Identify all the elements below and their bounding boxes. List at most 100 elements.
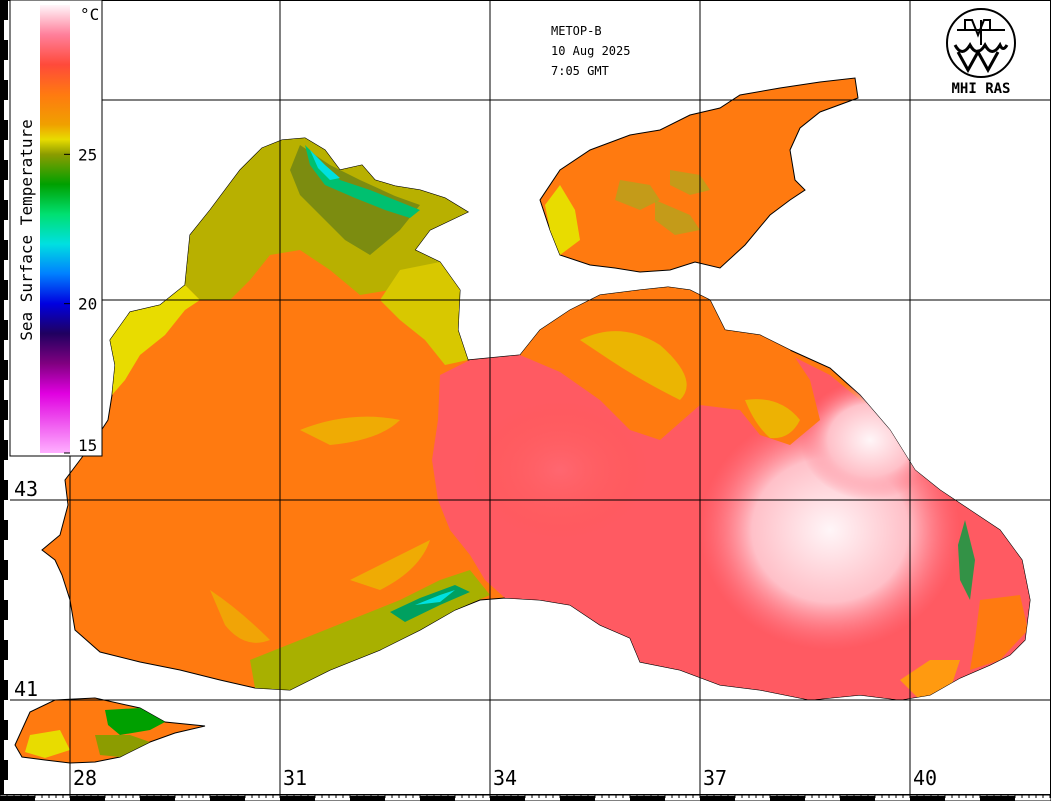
longitude-label-40: 40 (913, 766, 937, 790)
sst-marmara-mild (25, 730, 70, 758)
ruler-segment (0, 680, 8, 700)
longitude-label-28: 28 (73, 766, 97, 790)
sst-patterns (25, 138, 1030, 758)
ruler-segment (0, 740, 4, 760)
sst-azov-cool-spots (615, 180, 660, 210)
sst-marmara-olive (95, 735, 150, 757)
ruler-segment (70, 796, 105, 801)
ruler-segment (0, 580, 4, 600)
ruler-segment (0, 780, 4, 800)
mhi-ras-logo: MHI RAS (946, 8, 1016, 97)
sst-cold-south-coast (390, 585, 470, 622)
ruler-segment (770, 796, 805, 801)
ruler-segment (0, 700, 4, 720)
ruler-segment (0, 620, 4, 640)
acquisition-time: 7:05 GMT (551, 64, 609, 78)
ruler-segment (0, 180, 4, 200)
ruler-segment (980, 796, 1015, 801)
latitude-labels: 43 41 (14, 477, 38, 701)
ruler-segment (0, 340, 4, 360)
latitude-label-41: 41 (14, 677, 38, 701)
ruler-segment (0, 100, 4, 120)
sst-filament-3 (210, 590, 270, 643)
ruler-segment (0, 80, 8, 100)
sst-azov-mild-west (545, 185, 580, 255)
ruler-segment (140, 796, 175, 801)
acquisition-date: 10 Aug 2025 (551, 44, 630, 58)
colorbar-title: Sea Surface Temperature (17, 119, 36, 341)
longitude-scale-bar (0, 794, 1051, 802)
ruler-segment (0, 660, 4, 680)
ruler-segment (630, 796, 665, 801)
colorbar-tick-label: 25 (78, 145, 97, 164)
sst-azov-cool-spots-2 (655, 200, 700, 235)
longitude-label-37: 37 (703, 766, 727, 790)
sst-pink-blob (470, 400, 650, 540)
sst-cold-nw-coast (305, 145, 420, 218)
ruler-segment (0, 520, 8, 540)
ruler-segment (0, 460, 4, 480)
colorbar-ticks: 25 20 15 (64, 145, 97, 455)
logo-text: MHI RAS (951, 81, 1010, 97)
colorbar-gradient (40, 5, 70, 453)
ruler-segment (0, 20, 4, 40)
longitude-label-31: 31 (283, 766, 307, 790)
ruler-segment (210, 796, 245, 801)
ruler-segment (0, 640, 8, 660)
ruler-segment (350, 796, 385, 801)
sst-marmara-cold (105, 708, 165, 735)
ruler-segment (0, 420, 4, 440)
ruler-segment (0, 240, 8, 260)
satellite-name: METOP-B (551, 24, 602, 38)
sst-coldest-nw (310, 150, 340, 180)
sst-filament-2 (350, 540, 430, 590)
sst-mild-nw-west (110, 285, 200, 395)
ruler-segment (0, 260, 4, 280)
logo-wave-icon (953, 41, 1009, 53)
ruler-segment (0, 796, 35, 801)
ruler-segment (0, 40, 8, 60)
ruler-segment (0, 360, 8, 380)
ruler-segment (0, 320, 8, 340)
ruler-segment (560, 796, 595, 801)
sst-mild-crimea (380, 262, 468, 365)
ruler-segment (840, 796, 875, 801)
ruler-segment (0, 220, 4, 240)
sst-warm-east-coast (970, 595, 1028, 670)
colorbar-tick-label: 20 (78, 295, 97, 314)
ruler-segment (0, 200, 8, 220)
ruler-segment (0, 560, 8, 580)
sst-coldest-south-coast (415, 590, 455, 605)
logo-wave-icon-2 (956, 48, 1000, 74)
ruler-segment (0, 0, 8, 20)
ruler-segment (0, 120, 8, 140)
ruler-segment (420, 796, 455, 801)
ruler-segment (490, 796, 525, 801)
sst-cool-nw-shelf (185, 138, 468, 310)
ruler-segment (0, 540, 4, 560)
logo-emblem-icon (957, 19, 1005, 45)
longitude-labels: 28 31 34 37 40 (73, 766, 937, 790)
colorbar-unit: °C (80, 5, 99, 24)
ruler-segment (0, 600, 8, 620)
sst-cold-east-coast (958, 520, 975, 600)
sst-yellow-swirl-east-2 (745, 399, 800, 439)
latitude-label-43: 43 (14, 477, 38, 501)
sst-filament-1 (300, 416, 400, 445)
latitude-scale-bar (0, 0, 8, 800)
ruler-segment (700, 796, 735, 801)
ruler-segment (0, 480, 8, 500)
ruler-segment (0, 280, 8, 300)
ruler-segment (0, 380, 4, 400)
colorbar-tick-label: 15 (78, 436, 97, 455)
ruler-segment (0, 440, 8, 460)
ruler-segment (0, 140, 4, 160)
ruler-segment (0, 160, 8, 180)
ruler-segment (0, 760, 8, 780)
ruler-segment (910, 796, 945, 801)
ruler-segment (0, 500, 4, 520)
sst-yellow-swirl-east (580, 331, 687, 400)
ruler-segment (0, 60, 4, 80)
